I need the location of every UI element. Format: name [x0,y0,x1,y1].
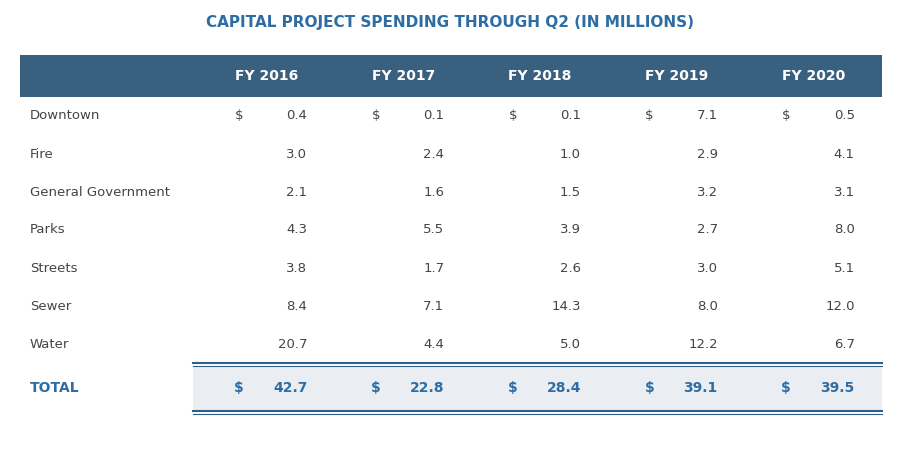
Text: $: $ [234,382,244,396]
Text: 3.2: 3.2 [697,185,718,198]
Text: Fire: Fire [30,147,54,160]
Text: 4.1: 4.1 [833,147,855,160]
Text: 0.4: 0.4 [286,109,308,122]
Bar [20,249,882,287]
Text: 39.5: 39.5 [821,382,855,396]
Bar [20,55,882,97]
Text: 3.0: 3.0 [286,147,308,160]
Text: 2.7: 2.7 [697,224,718,236]
Text: 14.3: 14.3 [552,300,581,312]
Bar [20,287,882,325]
Text: 39.1: 39.1 [684,382,718,396]
Bar [20,173,882,211]
Text: TOTAL: TOTAL [30,382,79,396]
Text: General Government: General Government [30,185,170,198]
Text: $: $ [644,382,654,396]
Bar [20,325,882,363]
Text: 3.9: 3.9 [560,224,581,236]
Bar [20,211,882,249]
Text: 12.0: 12.0 [825,300,855,312]
Text: FY 2019: FY 2019 [645,69,708,83]
Text: FY 2020: FY 2020 [782,69,845,83]
Text: 22.8: 22.8 [410,382,445,396]
Text: Parks: Parks [30,224,66,236]
Text: 5.1: 5.1 [833,262,855,274]
Text: 28.4: 28.4 [546,382,581,396]
Text: 42.7: 42.7 [273,382,308,396]
Text: 4.4: 4.4 [423,338,445,350]
Text: $: $ [235,109,243,122]
Bar [20,135,882,173]
Text: 12.2: 12.2 [688,338,718,350]
Text: 1.6: 1.6 [423,185,445,198]
Text: 6.7: 6.7 [833,338,855,350]
Text: $: $ [782,109,790,122]
Bar [193,366,882,411]
Text: 4.3: 4.3 [286,224,308,236]
Text: 20.7: 20.7 [278,338,308,350]
Bar [20,97,882,135]
Text: FY 2017: FY 2017 [372,69,435,83]
Text: 8.4: 8.4 [286,300,308,312]
Text: 5.0: 5.0 [560,338,581,350]
Text: FY 2016: FY 2016 [235,69,298,83]
Text: 2.4: 2.4 [423,147,445,160]
Text: 3.1: 3.1 [833,185,855,198]
Text: 0.1: 0.1 [560,109,581,122]
Text: 1.7: 1.7 [423,262,445,274]
Text: $: $ [372,109,380,122]
Text: FY 2018: FY 2018 [508,69,572,83]
Text: Streets: Streets [30,262,77,274]
Text: 1.0: 1.0 [560,147,581,160]
Text: 3.0: 3.0 [697,262,718,274]
Text: Downtown: Downtown [30,109,101,122]
Text: $: $ [645,109,653,122]
Text: 5.5: 5.5 [423,224,445,236]
Text: Sewer: Sewer [30,300,71,312]
Text: 8.0: 8.0 [833,224,855,236]
Text: 2.1: 2.1 [286,185,308,198]
Text: Water: Water [30,338,69,350]
Text: 3.8: 3.8 [286,262,308,274]
Text: 8.0: 8.0 [697,300,718,312]
Text: 7.1: 7.1 [697,109,718,122]
Text: $: $ [508,109,517,122]
Text: 2.6: 2.6 [560,262,581,274]
Text: 0.5: 0.5 [833,109,855,122]
Text: CAPITAL PROJECT SPENDING THROUGH Q2 (IN MILLIONS): CAPITAL PROJECT SPENDING THROUGH Q2 (IN … [206,15,694,29]
Text: 1.5: 1.5 [560,185,581,198]
Text: $: $ [508,382,518,396]
Text: 2.9: 2.9 [697,147,718,160]
Text: 0.1: 0.1 [423,109,445,122]
Text: $: $ [371,382,381,396]
Text: $: $ [781,382,791,396]
Text: 7.1: 7.1 [423,300,445,312]
